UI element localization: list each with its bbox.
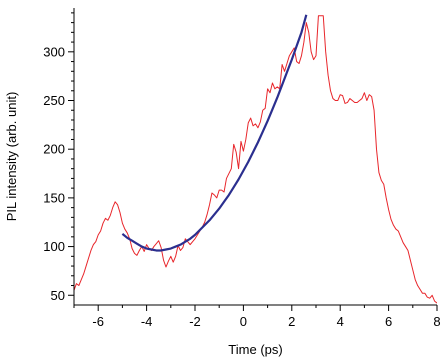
x-tick-label: 6 (385, 314, 392, 329)
y-tick-label: 150 (43, 190, 65, 205)
series-layer (74, 14, 437, 304)
y-axis-label: PIL intensity (arb. unit) (4, 92, 19, 222)
y-tick-label: 300 (43, 44, 65, 59)
x-tick-label: 2 (288, 314, 295, 329)
y-tick-label: 50 (51, 288, 65, 303)
measured-data-series (74, 15, 437, 304)
x-axis-label: Time (ps) (228, 342, 282, 357)
x-tick-label: -2 (189, 314, 201, 329)
x-tick-label: -6 (92, 314, 104, 329)
y-tick-label: 200 (43, 142, 65, 157)
x-tick-label: 8 (433, 314, 440, 329)
y-tick-label: 250 (43, 93, 65, 108)
ticks-layer: 50 100 150 200 250 300 -6 -4 -2 0 2 4 6 8 (43, 12, 441, 329)
x-tick-label: 0 (240, 314, 247, 329)
x-tick-label: 4 (337, 314, 344, 329)
axes-layer (73, 8, 437, 306)
x-tick-label: -4 (141, 314, 153, 329)
fit-curve-series (121, 14, 308, 252)
y-tick-label: 100 (43, 239, 65, 254)
